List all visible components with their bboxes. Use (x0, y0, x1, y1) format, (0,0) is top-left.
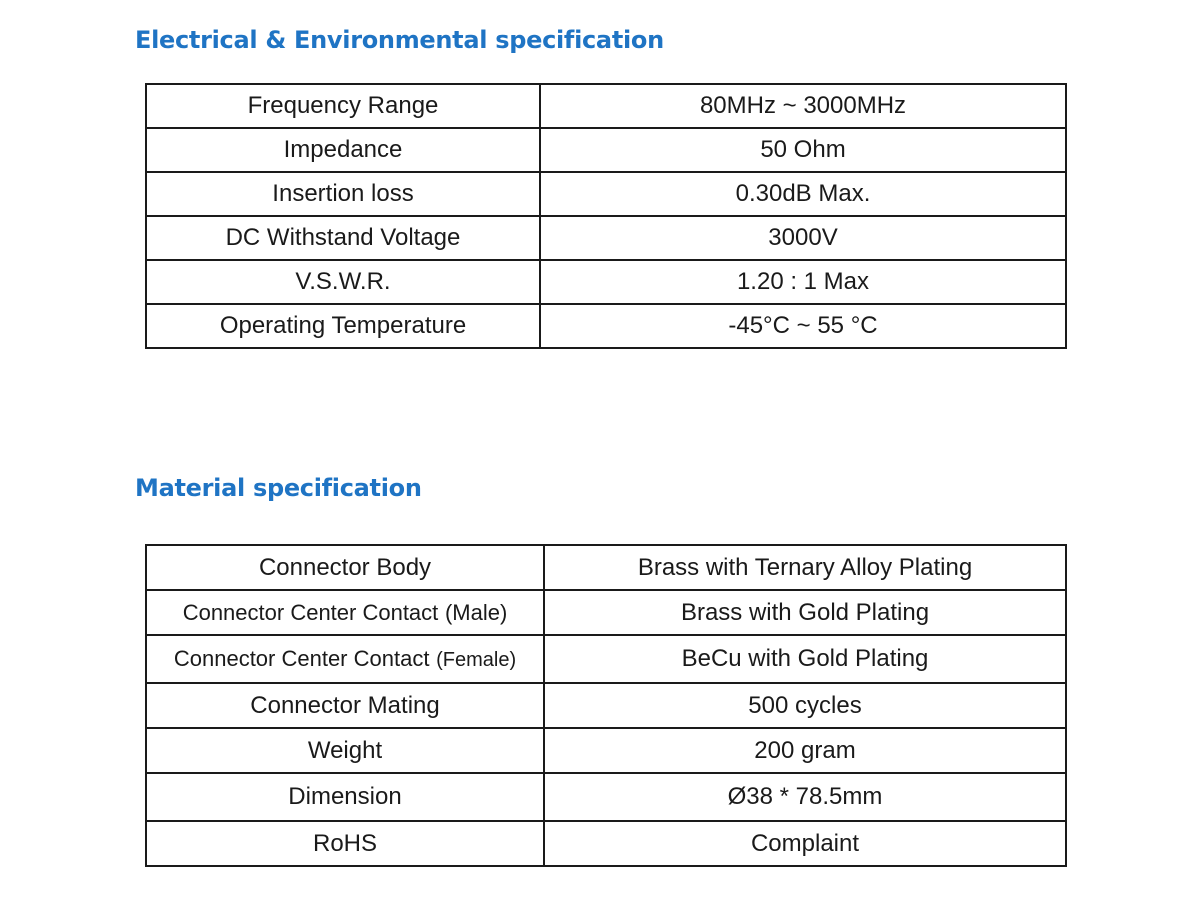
spec-label-cell: Connector Center Contact (Male) (145, 589, 545, 636)
table-row: Frequency Range 80MHz ~ 3000MHz (145, 83, 1067, 129)
spec-value: BeCu with Gold Plating (543, 634, 1067, 684)
spec-label-cell: Connector Center Contact (Female) (145, 634, 545, 684)
spec-label: Connector Body (145, 544, 545, 591)
spec-label: Operating Temperature (145, 303, 541, 349)
table-row: Insertion loss 0.30dB Max. (145, 171, 1067, 217)
spec-value: 1.20 : 1 Max (539, 259, 1067, 305)
table-row: Connector Mating 500 cycles (145, 682, 1067, 729)
spec-label: Insertion loss (145, 171, 541, 217)
table-row: V.S.W.R. 1.20 : 1 Max (145, 259, 1067, 305)
spec-label-note: (Male) (444, 599, 508, 625)
spec-value: Brass with Ternary Alloy Plating (543, 544, 1067, 591)
spec-value: 200 gram (543, 727, 1067, 774)
spec-value: Brass with Gold Plating (543, 589, 1067, 636)
spec-label: Connector Center Contact (182, 599, 439, 625)
spec-label: V.S.W.R. (145, 259, 541, 305)
spec-value: Ø38 * 78.5mm (543, 772, 1067, 822)
electrical-spec-title: Electrical & Environmental specification (135, 26, 664, 54)
spec-value: 3000V (539, 215, 1067, 261)
spec-label-note: (Female) (436, 649, 517, 671)
spec-label: Weight (145, 727, 545, 774)
table-row: Dimension Ø38 * 78.5mm (145, 772, 1067, 822)
spec-value: -45°C ~ 55 °C (539, 303, 1067, 349)
spec-value: Complaint (543, 820, 1067, 867)
table-row: Impedance 50 Ohm (145, 127, 1067, 173)
spec-value: 500 cycles (543, 682, 1067, 729)
electrical-spec-table: Frequency Range 80MHz ~ 3000MHz Impedanc… (145, 83, 1067, 349)
spec-label: DC Withstand Voltage (145, 215, 541, 261)
spec-label: Frequency Range (145, 83, 541, 129)
material-spec-title: Material specification (135, 474, 422, 502)
table-row: Operating Temperature -45°C ~ 55 °C (145, 303, 1067, 349)
spec-value: 50 Ohm (539, 127, 1067, 173)
spec-value: 0.30dB Max. (539, 171, 1067, 217)
table-row: Connector Body Brass with Ternary Alloy … (145, 544, 1067, 591)
spec-value: 80MHz ~ 3000MHz (539, 83, 1067, 129)
spec-label: Connector Mating (145, 682, 545, 729)
material-spec-table: Connector Body Brass with Ternary Alloy … (145, 544, 1067, 867)
table-row: Weight 200 gram (145, 727, 1067, 774)
spec-label: Dimension (145, 772, 545, 822)
table-row: Connector Center Contact (Female) BeCu w… (145, 634, 1067, 684)
table-row: RoHS Complaint (145, 820, 1067, 867)
spec-label: Impedance (145, 127, 541, 173)
spec-label: Connector Center Contact (173, 646, 430, 671)
table-row: Connector Center Contact (Male) Brass wi… (145, 589, 1067, 636)
table-row: DC Withstand Voltage 3000V (145, 215, 1067, 261)
spec-label: RoHS (145, 820, 545, 867)
